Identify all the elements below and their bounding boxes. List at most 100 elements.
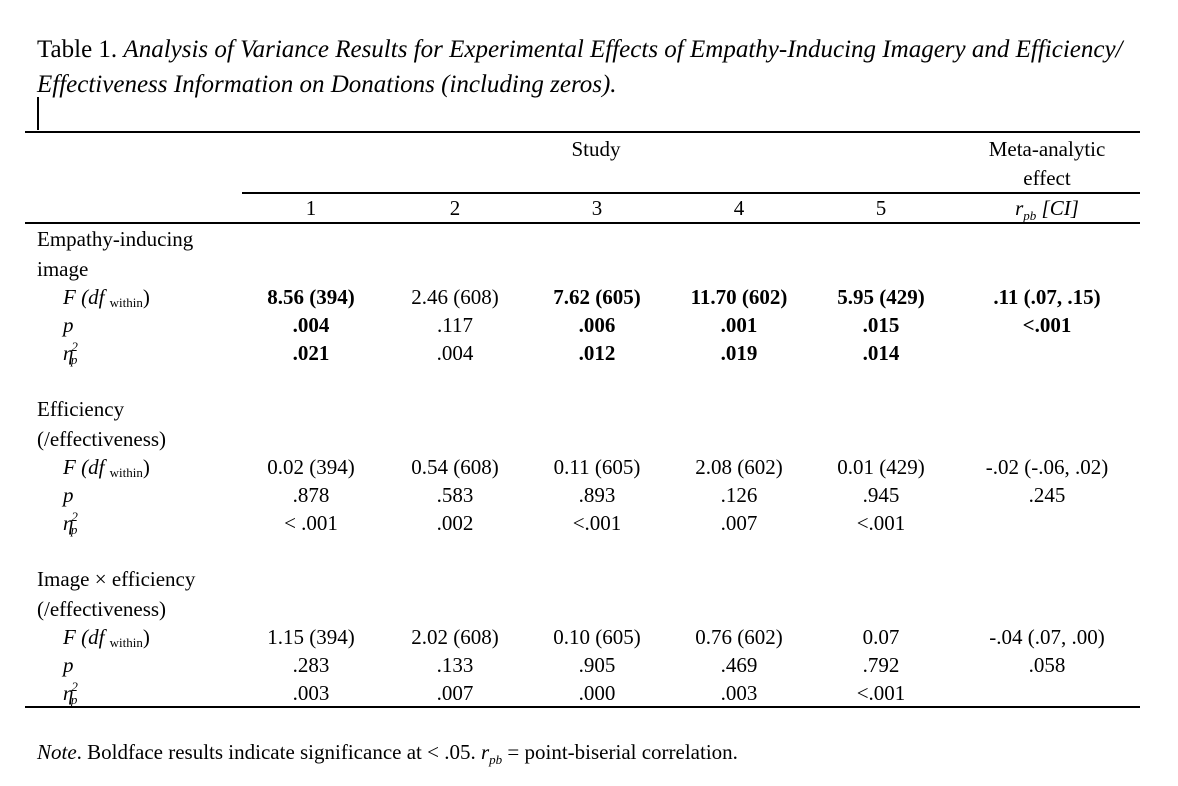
column-header: 4	[733, 196, 745, 220]
table-cell: 2.46 (608)	[411, 285, 499, 309]
table-cell: .117	[437, 313, 473, 337]
meta-r-header: rpb [CI]	[1015, 194, 1079, 225]
table-cell: 0.54 (608)	[411, 455, 499, 479]
note-r-subscript: pb	[489, 752, 503, 767]
f-label-text: F (df	[63, 455, 105, 479]
column-header: 1	[305, 196, 317, 220]
table-cell: .003	[720, 681, 758, 705]
table-cell: .905	[578, 653, 616, 677]
eta-superscript: 2	[71, 679, 78, 694]
table-cell: 8.56 (394)	[267, 285, 355, 309]
table-cell: .004	[292, 313, 330, 337]
table-cell: 2.08 (602)	[695, 455, 783, 479]
table-cell: .893	[578, 483, 616, 507]
table-cell: .015	[862, 313, 900, 337]
r-symbol: r	[1015, 196, 1024, 220]
header-bottom-rule	[25, 222, 1140, 224]
eta-subscript: p	[70, 522, 78, 537]
note-r-symbol: r	[480, 740, 490, 764]
table-cell: .283	[292, 653, 330, 677]
table-cell: 0.11 (605)	[553, 455, 641, 479]
r-subscript: pb	[1023, 208, 1037, 223]
text-cursor	[37, 97, 39, 130]
note-text: . Boldface results indicate significance…	[76, 740, 481, 764]
table-cell: .058	[1028, 653, 1066, 677]
f-label-close: )	[142, 625, 150, 649]
table-cell: .002	[436, 511, 474, 535]
table-cell: .004	[436, 341, 474, 365]
table-cell: .11 (.07, .15)	[993, 285, 1101, 309]
table-cell: 11.70 (602)	[690, 285, 788, 309]
table-note: Note. Boldface results indicate signific…	[37, 737, 738, 770]
table-cell: .003	[292, 681, 330, 705]
section-label: image	[37, 257, 89, 281]
study-rule	[242, 192, 1140, 194]
f-stat-label: F (df within)	[63, 623, 150, 654]
table-cell: .792	[862, 653, 900, 677]
f-stat-label: F (df within)	[63, 283, 150, 314]
meta-header-line2: effect	[1023, 166, 1071, 190]
table-cell: .583	[436, 483, 474, 507]
table-cell: .019	[720, 341, 758, 365]
note-label: Note	[37, 740, 77, 764]
table-cell: 0.10 (605)	[553, 625, 641, 649]
table-cell: -.02 (-.06, .02)	[985, 455, 1109, 479]
column-header: 5	[875, 196, 887, 220]
top-rule	[25, 131, 1140, 133]
eta-superscript: 2	[71, 509, 78, 524]
table-cell: 0.76 (602)	[695, 625, 783, 649]
table-cell: <.001	[856, 511, 906, 535]
table-cell: -.04 (.07, .00)	[989, 625, 1105, 649]
table-cell: 2.02 (608)	[411, 625, 499, 649]
f-label-subscript: within	[109, 295, 143, 310]
f-label-text: F (df	[63, 625, 105, 649]
f-label-close: )	[142, 455, 150, 479]
table-cell: .469	[720, 653, 758, 677]
note-text-end: = point-biserial correlation.	[502, 740, 738, 764]
table-cell: .133	[436, 653, 474, 677]
table-cell: <.001	[856, 681, 906, 705]
table-cell: .126	[720, 483, 758, 507]
table-cell: <.001	[572, 511, 622, 535]
table-cell: .021	[292, 341, 330, 365]
table-title: Analysis of Variance Results for Experim…	[37, 36, 1123, 98]
p-label: p	[63, 313, 74, 337]
f-stat-label: F (df within)	[63, 453, 150, 484]
eta-subscript: p	[70, 692, 78, 707]
f-label-subscript: within	[109, 465, 143, 480]
section-label: Efficiency	[37, 397, 125, 421]
eta-label: η2p	[63, 679, 86, 710]
ci-label: [CI]	[1041, 196, 1079, 220]
table-label: Table 1.	[37, 36, 118, 63]
eta-subscript: p	[70, 352, 78, 367]
section-label: (/effectiveness)	[37, 427, 167, 451]
f-label-close: )	[142, 285, 150, 309]
bottom-rule	[25, 706, 1140, 708]
meta-header-line1: Meta-analytic	[988, 137, 1106, 161]
table-cell: .001	[720, 313, 758, 337]
section-label: Empathy-inducing	[37, 227, 194, 251]
table-cell: .878	[292, 483, 330, 507]
column-header: 2	[449, 196, 461, 220]
section-label: Image × efficiency	[37, 567, 196, 591]
table-cell: .007	[720, 511, 758, 535]
p-label: p	[63, 653, 74, 677]
table-cell: .945	[862, 483, 900, 507]
table-cell: 0.07	[862, 625, 900, 649]
table-cell: .014	[862, 341, 900, 365]
table-cell: 0.02 (394)	[267, 455, 355, 479]
table-cell: <.001	[1022, 313, 1072, 337]
table-cell: 7.62 (605)	[553, 285, 641, 309]
table-cell: < .001	[284, 511, 338, 535]
table-cell: .245	[1028, 483, 1066, 507]
table-cell: 5.95 (429)	[837, 285, 925, 309]
eta-symbol: η	[63, 681, 74, 705]
f-label-subscript: within	[109, 635, 143, 650]
eta-symbol: η	[63, 511, 74, 535]
eta-label: η2p	[63, 339, 86, 370]
f-label-text: F (df	[63, 285, 105, 309]
p-label: p	[63, 483, 74, 507]
eta-symbol: η	[63, 341, 74, 365]
section-label: (/effectiveness)	[37, 597, 167, 621]
table-cell: .000	[578, 681, 616, 705]
